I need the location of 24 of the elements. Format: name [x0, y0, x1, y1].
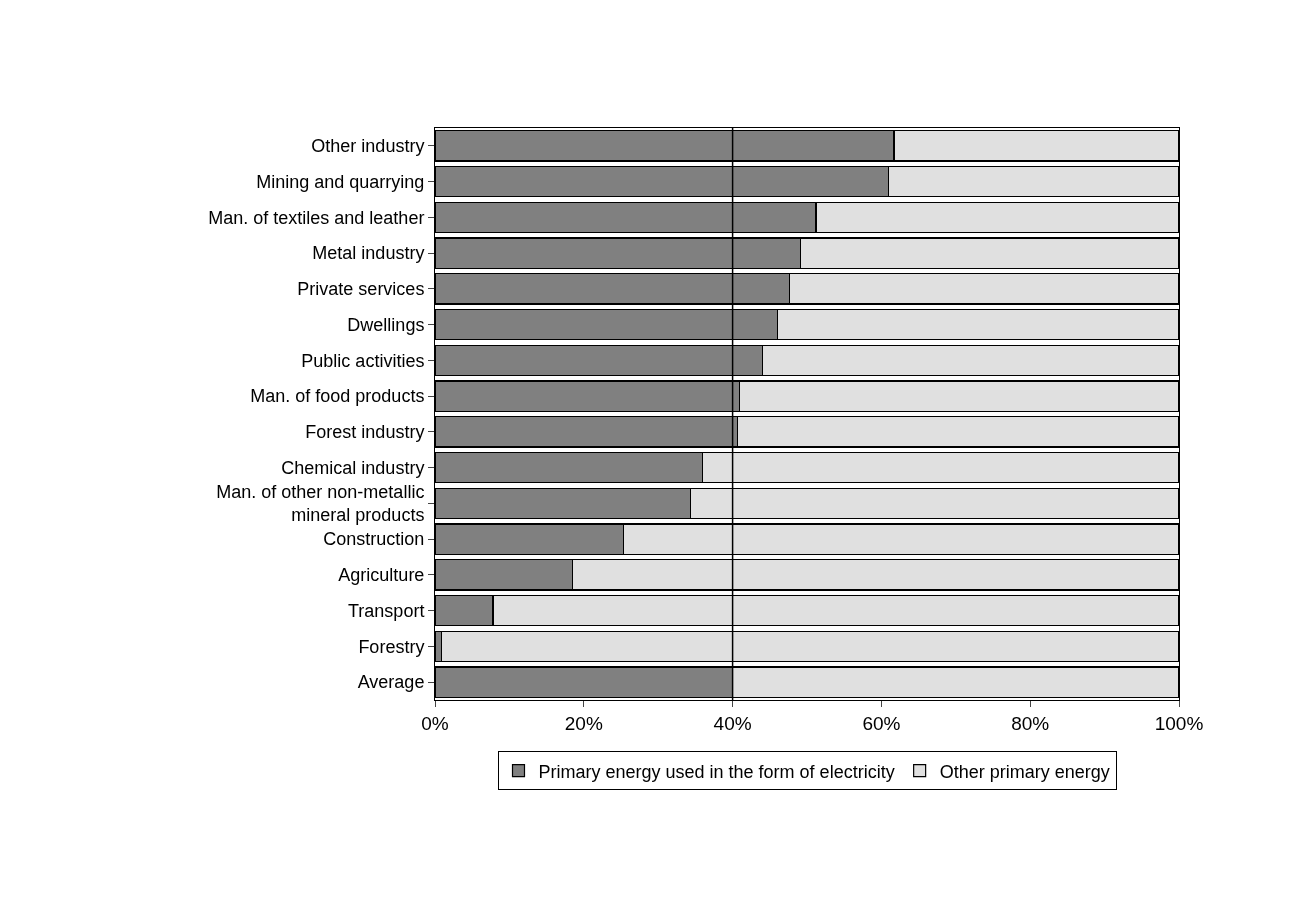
y-tick-label: Average: [357, 672, 425, 693]
x-tick-label: 0%: [421, 712, 449, 734]
y-tick-label: Chemical industry: [281, 457, 425, 478]
y-tick-label: Private services: [297, 279, 425, 300]
y-tick-label: Agriculture: [338, 565, 425, 586]
y-tick-label: Mining and quarrying: [256, 171, 425, 192]
y-tick-label: Man. of textiles and leather: [208, 207, 425, 228]
legend-label: Other primary energy: [939, 761, 1110, 782]
y-tick-label: Metal industry: [312, 243, 425, 264]
x-tick-label: 60%: [862, 712, 901, 734]
x-tick-label: 100%: [1154, 712, 1204, 734]
y-tick-label: Forestry: [358, 636, 425, 657]
y-tick-label: Dwellings: [347, 314, 425, 335]
legend-label: Primary energy used in the form of electricity: [538, 761, 895, 782]
y-tick-label: Transport: [348, 600, 425, 621]
x-tick-label: 40%: [713, 712, 752, 734]
y-tick-label: Man. of food products: [250, 386, 425, 407]
x-tick-label: 20%: [564, 712, 603, 734]
x-tick-label: 80%: [1011, 712, 1050, 734]
y-tick-label: Man. of other non-metallic mineral products: [216, 481, 425, 526]
y-tick-label: Forest industry: [305, 422, 425, 443]
y-tick-label: Other industry: [311, 136, 425, 157]
y-tick-label: Construction: [323, 529, 425, 550]
y-tick-label: Public activities: [301, 350, 425, 371]
